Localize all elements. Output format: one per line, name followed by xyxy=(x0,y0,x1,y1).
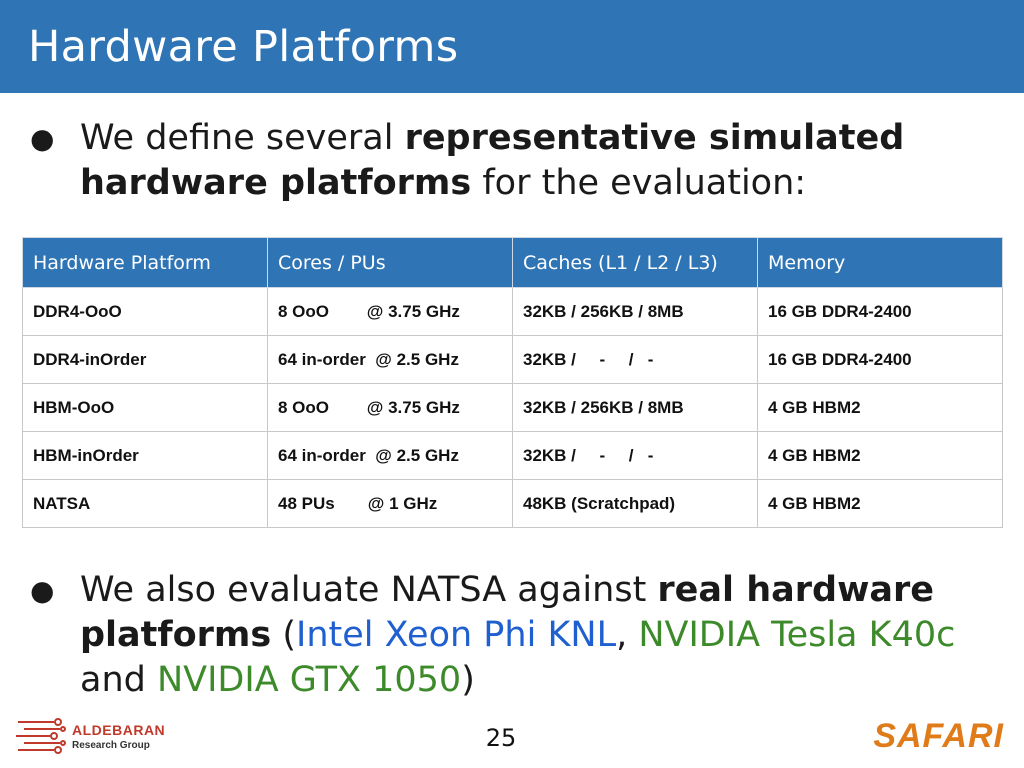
cell-caches: 32KB / - / - xyxy=(512,335,758,384)
bullet-2-comma: , xyxy=(616,615,639,655)
title-bar: Hardware Platforms xyxy=(0,0,1024,93)
cell-cores: 48 PUs @ 1 GHz xyxy=(267,479,513,528)
platform-nvidia-tesla: NVIDIA Tesla K40c xyxy=(638,615,956,655)
header-hardware-platform: Hardware Platform xyxy=(22,237,268,288)
table-row: DDR4-OoO 8 OoO @ 3.75 GHz 32KB / 256KB /… xyxy=(22,287,1003,336)
cell-caches: 48KB (Scratchpad) xyxy=(512,479,758,528)
table-row: HBM-inOrder 64 in-order @ 2.5 GHz 32KB /… xyxy=(22,431,1003,480)
safari-logo: SAFARI xyxy=(873,717,1004,755)
hardware-table: Hardware Platform Cores / PUs Caches (L1… xyxy=(22,237,1003,528)
bullet-2-and: and xyxy=(80,660,157,700)
cell-platform: NATSA xyxy=(22,479,268,528)
cell-memory: 16 GB DDR4-2400 xyxy=(757,287,1003,336)
table-row: NATSA 48 PUs @ 1 GHz 48KB (Scratchpad) 4… xyxy=(22,479,1003,528)
bullet-dot: ● xyxy=(30,122,55,155)
bullet-1-text: We define several representative simulat… xyxy=(80,116,990,206)
bullet-1-part-1: We define several xyxy=(80,118,405,158)
cell-caches: 32KB / - / - xyxy=(512,431,758,480)
bullet-2-text: We also evaluate NATSA against real hard… xyxy=(80,568,990,703)
bullet-2-part-1: We also evaluate NATSA against xyxy=(80,570,658,610)
cell-memory: 4 GB HBM2 xyxy=(757,479,1003,528)
bullet-1-part-3: for the evaluation: xyxy=(471,163,807,203)
slide-title: Hardware Platforms xyxy=(28,22,459,72)
cell-caches: 32KB / 256KB / 8MB xyxy=(512,287,758,336)
bullet-dot: ● xyxy=(30,574,55,607)
bullet-1-bold: representative simulated hardware platfo… xyxy=(80,118,905,203)
header-cores: Cores / PUs xyxy=(267,237,513,288)
header-caches: Caches (L1 / L2 / L3) xyxy=(512,237,758,288)
bullet-2-paren-close: ) xyxy=(461,660,475,700)
cell-memory: 4 GB HBM2 xyxy=(757,383,1003,432)
platform-intel-xeon-phi: Intel Xeon Phi KNL xyxy=(296,615,617,655)
cell-cores: 64 in-order @ 2.5 GHz xyxy=(267,335,513,384)
table-row: HBM-OoO 8 OoO @ 3.75 GHz 32KB / 256KB / … xyxy=(22,383,1003,432)
table-row: DDR4-inOrder 64 in-order @ 2.5 GHz 32KB … xyxy=(22,335,1003,384)
cell-memory: 16 GB DDR4-2400 xyxy=(757,335,1003,384)
platform-nvidia-gtx: NVIDIA GTX 1050 xyxy=(156,660,462,700)
page-number: 25 xyxy=(485,724,517,752)
cell-cores: 8 OoO @ 3.75 GHz xyxy=(267,287,513,336)
header-memory: Memory xyxy=(757,237,1003,288)
bullet-2-bold: real hardware platforms xyxy=(80,570,935,655)
logo-title: ALDEBARAN xyxy=(72,722,166,738)
cell-memory: 4 GB HBM2 xyxy=(757,431,1003,480)
aldebaran-logo: ALDEBARAN Research Group xyxy=(14,712,166,760)
cell-platform: HBM-OoO xyxy=(22,383,268,432)
logo-subtitle: Research Group xyxy=(72,740,150,751)
cell-cores: 8 OoO @ 3.75 GHz xyxy=(267,383,513,432)
cell-platform: DDR4-inOrder xyxy=(22,335,268,384)
circuit-logo-icon xyxy=(16,718,66,754)
bullet-2-paren-open: ( xyxy=(271,615,297,655)
cell-platform: DDR4-OoO xyxy=(22,287,268,336)
cell-platform: HBM-inOrder xyxy=(22,431,268,480)
table-header-row: Hardware Platform Cores / PUs Caches (L1… xyxy=(22,237,1003,288)
cell-cores: 64 in-order @ 2.5 GHz xyxy=(267,431,513,480)
cell-caches: 32KB / 256KB / 8MB xyxy=(512,383,758,432)
